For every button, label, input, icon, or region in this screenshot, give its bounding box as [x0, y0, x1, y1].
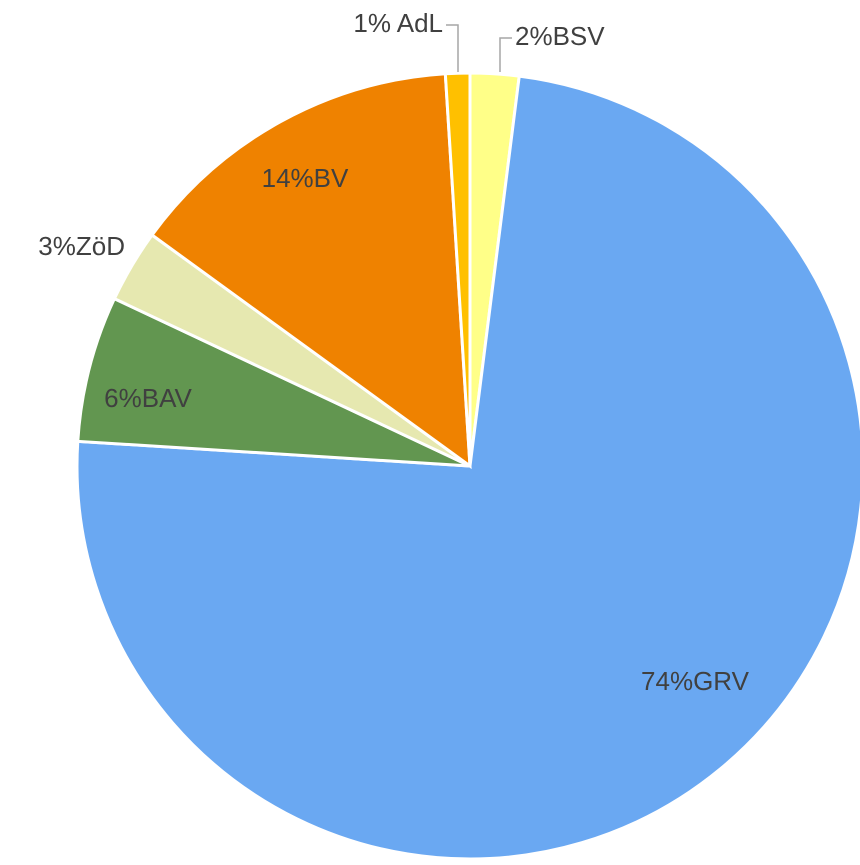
- data-label: 3%ZöD: [38, 231, 125, 261]
- pie-slice: [75, 74, 860, 861]
- pie-slice: [443, 71, 472, 467]
- data-label: 74%GRV: [641, 666, 750, 696]
- leader-line: [446, 24, 459, 72]
- pie: [75, 71, 860, 861]
- data-label: 2%BSV: [515, 21, 605, 51]
- data-label: 14%BV: [262, 163, 349, 193]
- pie-slice: [149, 72, 472, 470]
- leader-line: [499, 37, 512, 72]
- pie-slice: [76, 296, 471, 468]
- data-label: 1% AdL: [353, 8, 443, 38]
- data-label: 6%BAV: [104, 383, 192, 413]
